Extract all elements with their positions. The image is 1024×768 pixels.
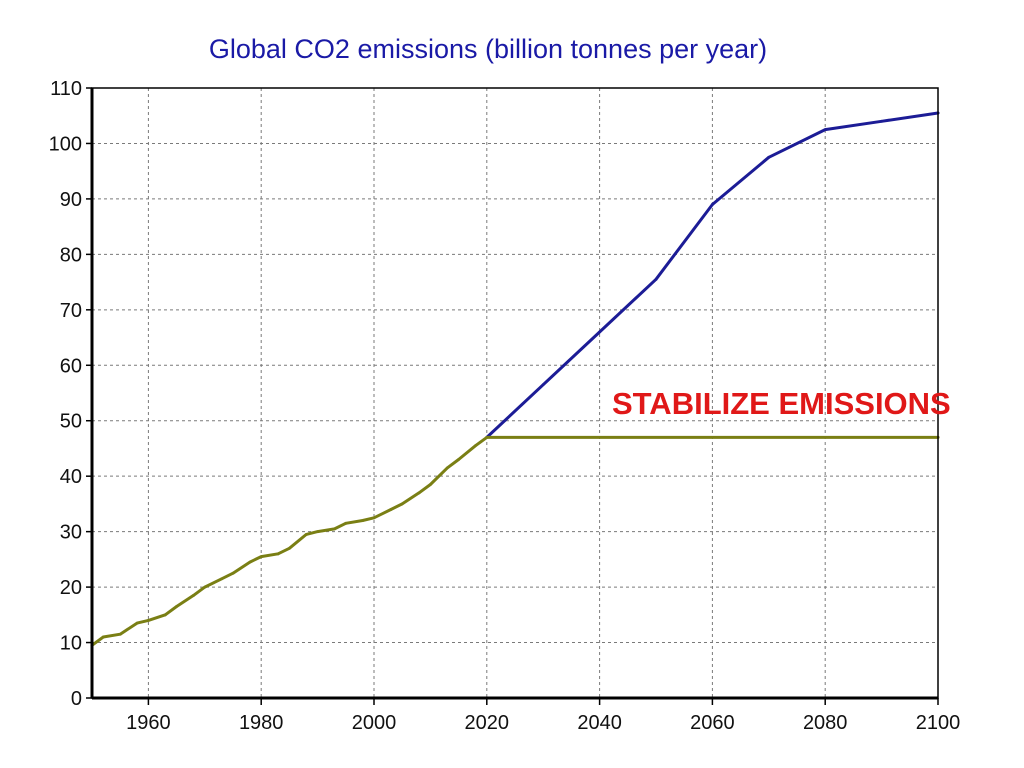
series-1-point (417, 491, 421, 495)
y-tick-label: 20 (60, 577, 82, 599)
series-1-point (474, 444, 477, 448)
series-0-point (711, 203, 714, 206)
series-1-point (259, 555, 263, 558)
axis-ticks: 0 10 20 30 40 50 60 70 80 90 100 110 1960 1980 2000 202… (49, 78, 961, 734)
series-0-point (541, 383, 545, 387)
x-tick-label: 2060 (690, 712, 735, 734)
y-tick-label: 70 (60, 300, 82, 322)
series-1-point (485, 435, 489, 439)
series-1-point (316, 530, 319, 534)
series-0-point (598, 330, 601, 334)
series-1-point (163, 613, 167, 617)
y-tick-label: 80 (60, 244, 82, 266)
series-1-point (372, 516, 376, 520)
series-1-point (147, 618, 150, 622)
y-tick-label: 110 (50, 78, 82, 100)
series-0-point (767, 155, 771, 159)
y-tick-label: 0 (71, 688, 82, 710)
y-tick-label: 100 (49, 133, 82, 155)
y-tick-label: 30 (60, 522, 82, 544)
x-tick-label: 2020 (465, 712, 510, 734)
x-tick-label: 2080 (803, 712, 848, 734)
series-lines (90, 111, 940, 647)
series-1-point (135, 621, 139, 625)
stabilize-emissions-label: STABILIZE EMISSIONS (612, 386, 951, 421)
series-1-point (203, 585, 207, 589)
series-1-point (118, 632, 122, 636)
series-1-point (175, 605, 179, 608)
series-0-point (654, 277, 658, 281)
series-1-point (220, 577, 224, 581)
series-1-point (457, 458, 460, 461)
series-1-point (288, 546, 291, 550)
series-1-point (400, 502, 404, 506)
y-tick-label: 40 (60, 466, 82, 488)
x-tick-label: 2000 (352, 712, 397, 734)
series-1-point (231, 571, 235, 575)
y-tick-label: 50 (60, 411, 82, 433)
series-line-1 (90, 435, 940, 647)
series-1-point (389, 508, 393, 511)
series-0-point (880, 119, 883, 123)
x-tick-label: 2100 (916, 712, 961, 734)
series-1-point (344, 521, 348, 525)
x-tick-label: 1960 (126, 712, 171, 734)
series-1-point (445, 466, 449, 470)
y-tick-label: 90 (60, 189, 82, 211)
series-1-point (248, 560, 252, 564)
series-1-point (429, 483, 432, 486)
series-1-point (101, 635, 105, 639)
chart-title: Global CO2 emissions (billion tonnes per… (208, 34, 768, 64)
series-1-point (276, 552, 280, 556)
series-1-point (333, 527, 336, 531)
series-0-point (823, 128, 827, 131)
y-tick-label: 10 (60, 633, 82, 655)
x-tick-label: 1980 (239, 712, 284, 734)
series-1-point (304, 533, 308, 536)
x-tick-label: 2040 (577, 712, 622, 734)
y-tick-label: 60 (60, 355, 82, 377)
series-1-point (192, 594, 195, 597)
series-1-point (361, 519, 365, 522)
